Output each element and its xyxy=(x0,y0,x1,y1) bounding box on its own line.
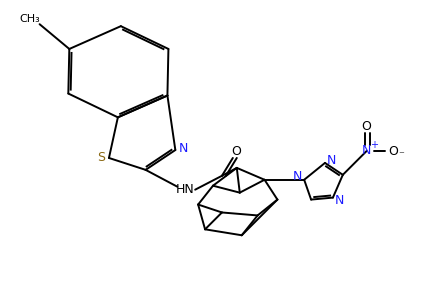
Text: N: N xyxy=(178,142,187,155)
Text: HN: HN xyxy=(176,183,194,196)
Text: N: N xyxy=(292,170,301,183)
Text: N: N xyxy=(334,194,344,207)
Text: +: + xyxy=(368,140,377,150)
Text: O: O xyxy=(388,144,397,157)
Text: N: N xyxy=(326,154,336,168)
Text: CH₃: CH₃ xyxy=(19,14,40,24)
Text: O: O xyxy=(230,144,240,157)
Text: O: O xyxy=(361,120,371,133)
Text: N: N xyxy=(361,144,371,156)
Text: S: S xyxy=(97,152,105,164)
Text: ⁻: ⁻ xyxy=(397,150,403,160)
